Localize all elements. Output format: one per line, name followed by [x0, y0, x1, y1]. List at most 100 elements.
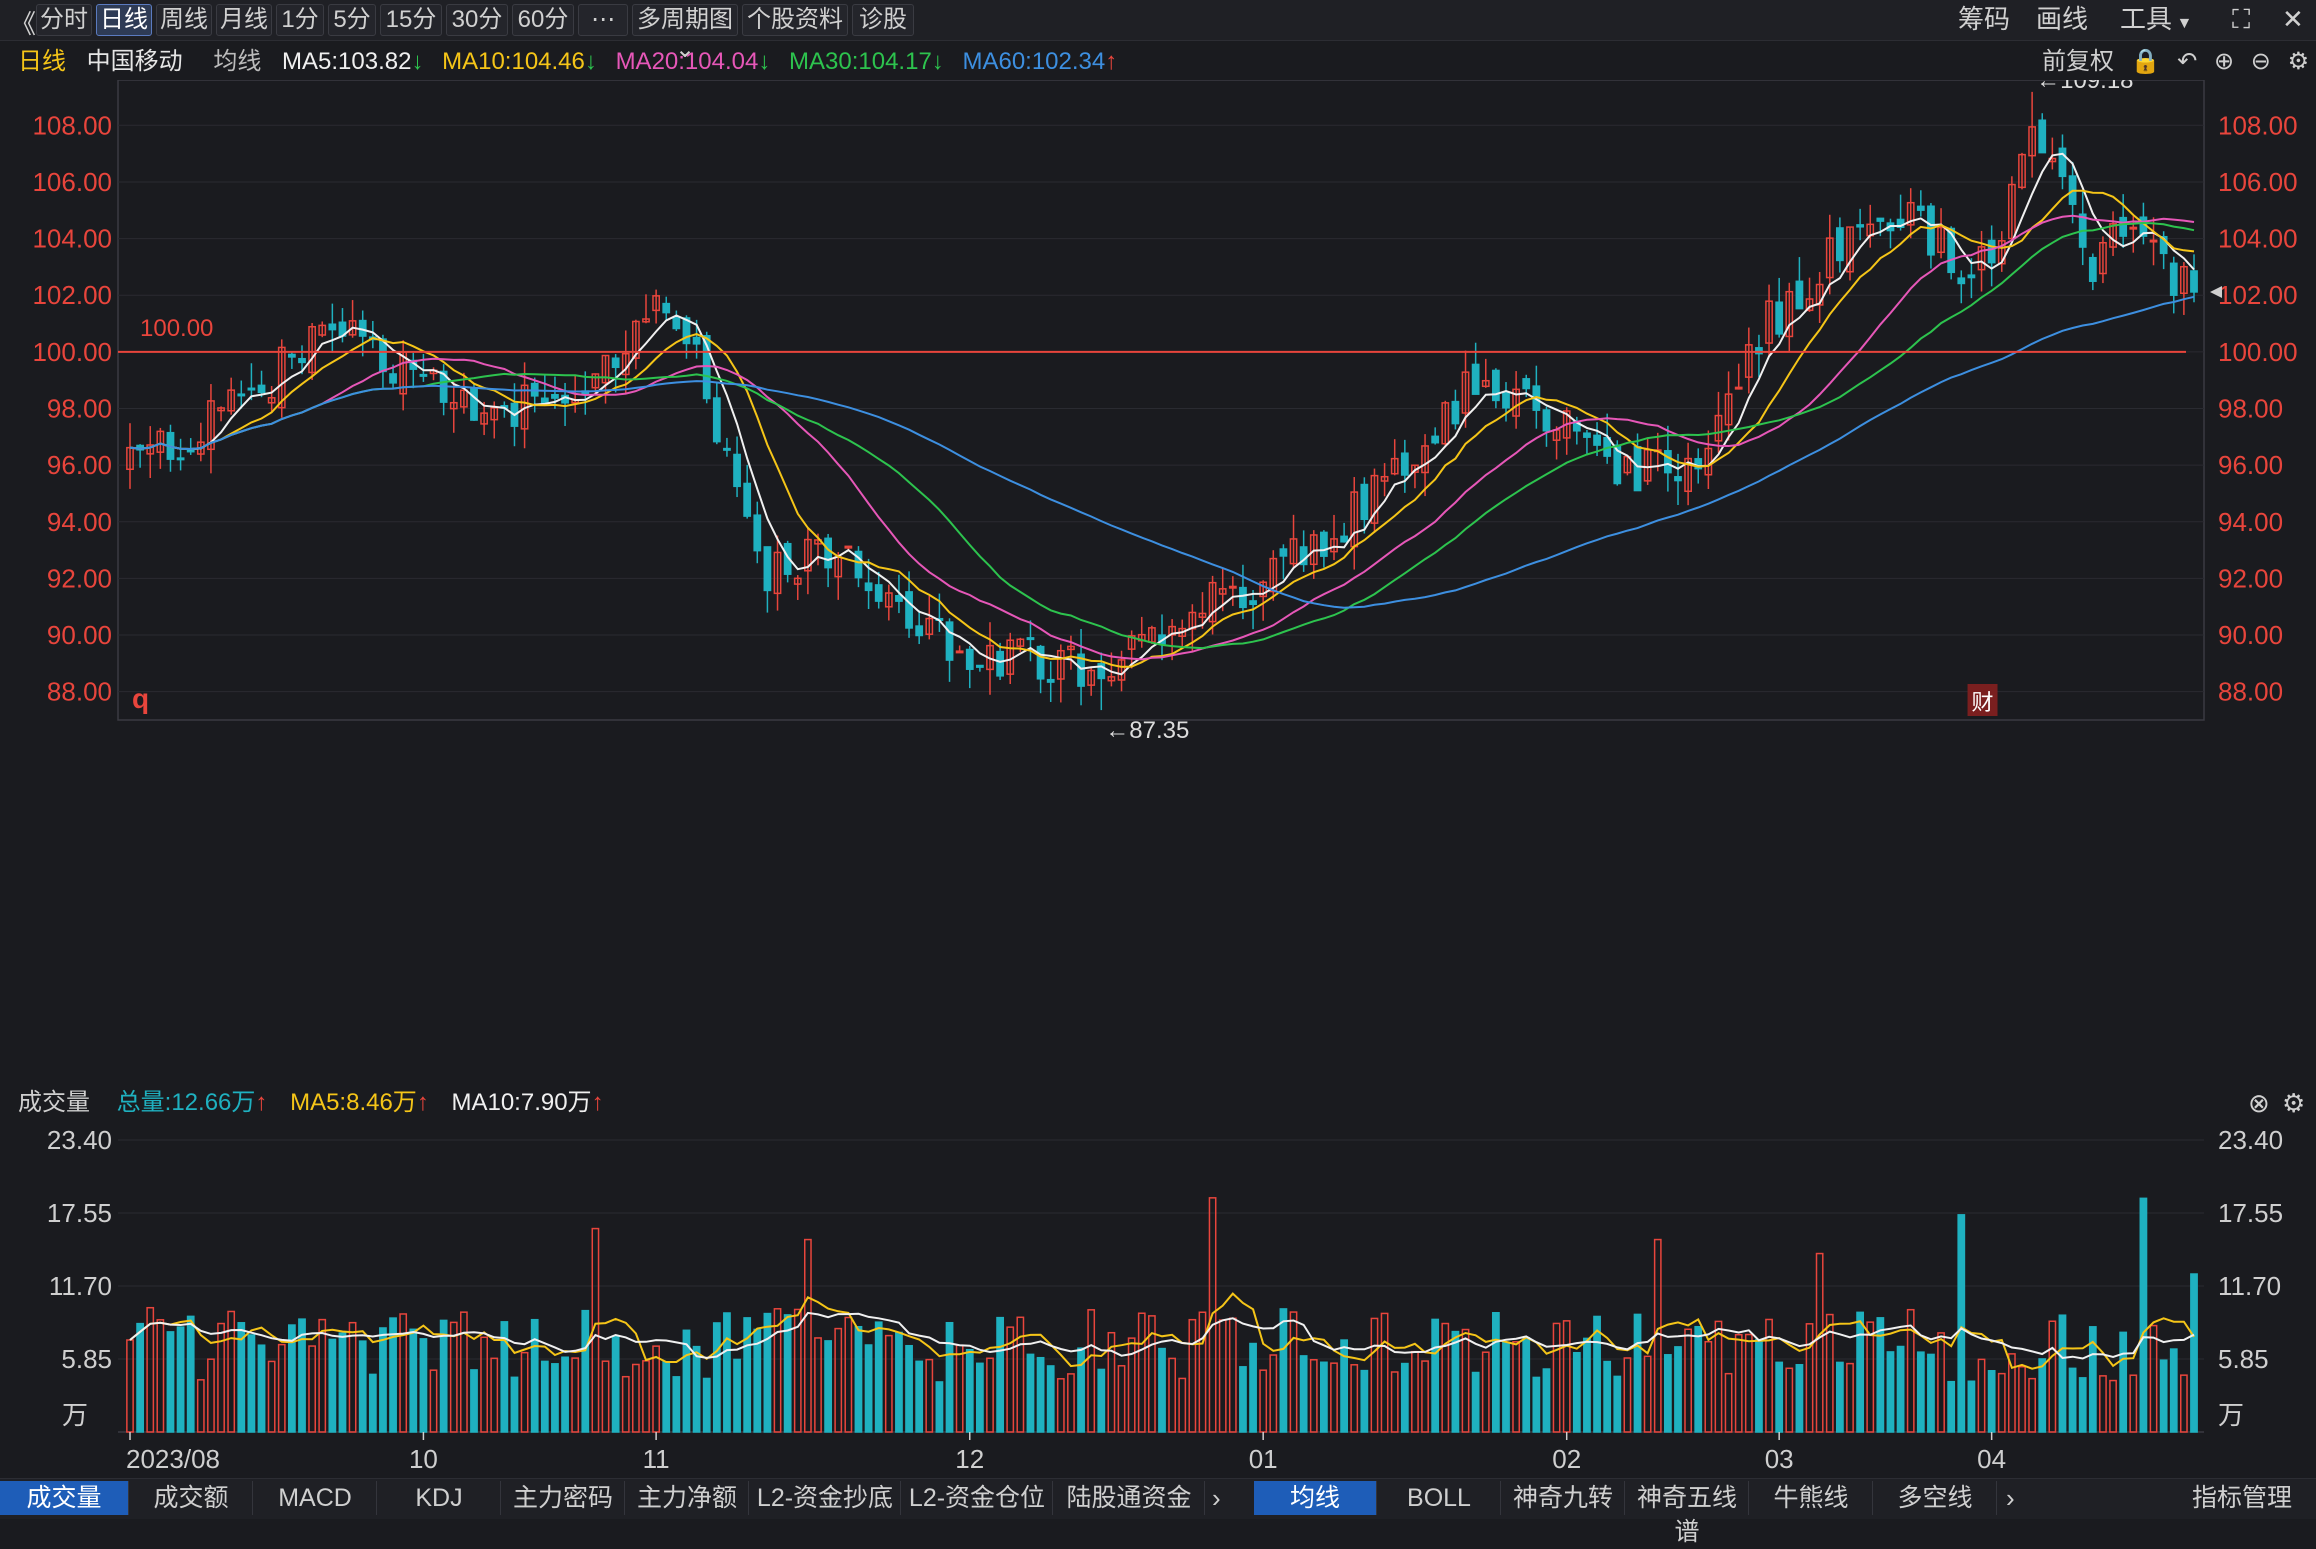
ma5-down-arrow-icon: ↓ — [411, 48, 424, 75]
tab-main-force-net[interactable]: 主力净额 — [626, 1481, 749, 1515]
ma-label[interactable]: 均线 — [213, 48, 262, 75]
tab-turnover[interactable]: 成交额 — [130, 1481, 253, 1515]
tab-volume[interactable]: 成交量 — [0, 1481, 129, 1515]
volume-bar — [1765, 1318, 1773, 1433]
volume-bar — [692, 1345, 701, 1433]
tab-hk-connect[interactable]: 陆股通资金 — [1054, 1481, 1205, 1515]
price-tick-right: 90.00 — [2218, 620, 2283, 650]
date-tick-label: 03 — [1765, 1444, 1794, 1474]
volume-chart[interactable]: 23.40 23.40 17.55 17.55 11.70 11.70 5.85 5.85 万 万… — [0, 1120, 2316, 1480]
multi-period-button[interactable]: 多周期图 ⌄ — [632, 4, 738, 63]
volume-tick-left: 11.70 — [49, 1271, 112, 1301]
lock-icon[interactable]: 🔒 — [2130, 48, 2161, 75]
tab-5min[interactable]: 5分 — [328, 4, 376, 36]
volume-bar — [237, 1322, 246, 1433]
scroll-right-icon-2[interactable]: › — [2006, 1483, 2015, 1513]
volume-ma10-line — [129, 1311, 2195, 1360]
more-periods-button[interactable]: ⋯ — [578, 4, 628, 36]
candle-body — [1218, 588, 1227, 595]
current-price-pointer-icon — [2210, 285, 2222, 298]
tab-l2-bottom-fishing[interactable]: L2-资金抄底 — [750, 1481, 901, 1515]
candle-body — [1734, 386, 1743, 390]
tab-l2-position[interactable]: L2-资金仓位 — [902, 1481, 1053, 1515]
price-tick-right: 88.00 — [2218, 677, 2283, 707]
collapse-icon[interactable]: ✕ — [2282, 4, 2304, 34]
tab-macd[interactable]: MACD — [254, 1481, 377, 1515]
tab-long-short[interactable]: 多空线 — [1874, 1481, 1997, 1515]
undo-icon[interactable]: ↶ — [2177, 48, 2198, 75]
volume-bar — [864, 1344, 873, 1433]
candle-body — [1967, 274, 1976, 279]
tab-ma[interactable]: 均线 — [1254, 1481, 1377, 1515]
volume-bar — [1006, 1326, 1015, 1433]
zoom-out-icon[interactable]: ⊖ — [2250, 48, 2271, 75]
volume-bar — [1572, 1351, 1581, 1433]
ma20-line — [129, 214, 2195, 661]
fullscreen-icon[interactable]: ⛶ — [2232, 4, 2251, 34]
tab-zhouxian[interactable]: 周线 — [156, 4, 212, 36]
candle-body — [2058, 147, 2067, 178]
indicator-manage-button[interactable]: 指标管理 — [2191, 1484, 2292, 1512]
tools-button[interactable]: 工具 ▼ — [2120, 4, 2192, 34]
volume-bar — [1330, 1362, 1338, 1433]
tab-magic-nine[interactable]: 神奇九转 — [1502, 1481, 1625, 1515]
chips-button[interactable]: 筹码 — [1958, 4, 2011, 34]
tab-bull-bear[interactable]: 牛熊线 — [1750, 1481, 1873, 1515]
volume-bar — [298, 1318, 306, 1433]
price-frame — [117, 80, 2205, 721]
tab-main-force-code[interactable]: 主力密码 — [502, 1481, 625, 1515]
volume-settings-gear-icon[interactable]: ⚙ — [2282, 1088, 2306, 1118]
tab-1min[interactable]: 1分 — [276, 4, 324, 36]
tab-30min[interactable]: 30分 — [446, 4, 508, 36]
volume-bar — [935, 1381, 944, 1433]
tab-magic-five-lines[interactable]: 神奇五线谱 — [1626, 1481, 1749, 1546]
candle-body — [267, 397, 276, 404]
volume-bar — [1755, 1338, 1763, 1433]
price-tick-right: 108.00 — [2218, 110, 2298, 140]
volume-bar — [500, 1321, 509, 1433]
candle-body — [1400, 452, 1409, 476]
adjust-label[interactable]: 前复权 — [2042, 48, 2114, 75]
volume-bar — [1299, 1355, 1308, 1433]
volume-bar — [470, 1369, 478, 1433]
volume-bar — [945, 1321, 954, 1433]
stock-info-button[interactable]: 个股资料 — [742, 4, 848, 36]
volume-bar — [1795, 1364, 1804, 1433]
candle-body — [227, 389, 236, 412]
volume-tick-right: 11.70 — [2218, 1271, 2281, 1301]
volume-bar — [1815, 1252, 1824, 1433]
candle-body — [955, 650, 964, 654]
volume-bar — [601, 1360, 610, 1433]
candle-body — [692, 336, 701, 345]
tab-15min[interactable]: 15分 — [380, 4, 442, 36]
price-chart[interactable]: 108.00 108.00 106.00 106.00 104.00 104.00 102.… — [0, 80, 2316, 1080]
tab-kdj[interactable]: KDJ — [378, 1481, 501, 1515]
volume-bar — [1987, 1370, 1996, 1433]
volume-bar — [1552, 1322, 1561, 1433]
tab-rixian[interactable]: 日线 — [96, 4, 152, 36]
price-tick-left: 100.00 — [32, 337, 112, 367]
tab-yuexian[interactable]: 月线 — [216, 4, 272, 36]
candle-body — [449, 401, 458, 410]
volume-bar — [1633, 1313, 1642, 1433]
settings-gear-icon[interactable]: ⚙ — [2287, 48, 2310, 75]
candle-body — [2109, 223, 2117, 248]
tab-60min[interactable]: 60分 — [512, 4, 574, 36]
candle-body — [1481, 379, 1490, 388]
volume-unit-right: 万 — [2218, 1401, 2244, 1431]
volume-bar — [1491, 1312, 1500, 1433]
draw-button[interactable]: 画线 — [2036, 4, 2089, 34]
tab-boll[interactable]: BOLL — [1378, 1481, 1501, 1515]
candle-body — [1825, 237, 1834, 279]
zoom-in-icon[interactable]: ⊕ — [2214, 48, 2235, 75]
volume-bar — [1967, 1380, 1976, 1433]
candle-body — [1380, 475, 1389, 482]
volume-bar — [814, 1337, 822, 1433]
volume-bar — [318, 1318, 327, 1433]
tab-fenshi[interactable]: 分时 — [36, 4, 92, 36]
close-panel-icon[interactable]: ⊗ — [2248, 1088, 2270, 1118]
price-tick-left: 88.00 — [47, 677, 112, 707]
scroll-right-icon[interactable]: › — [1212, 1483, 1221, 1513]
diagnose-button[interactable]: 诊股 — [852, 4, 914, 36]
back-icon[interactable]: 《 — [10, 9, 37, 39]
